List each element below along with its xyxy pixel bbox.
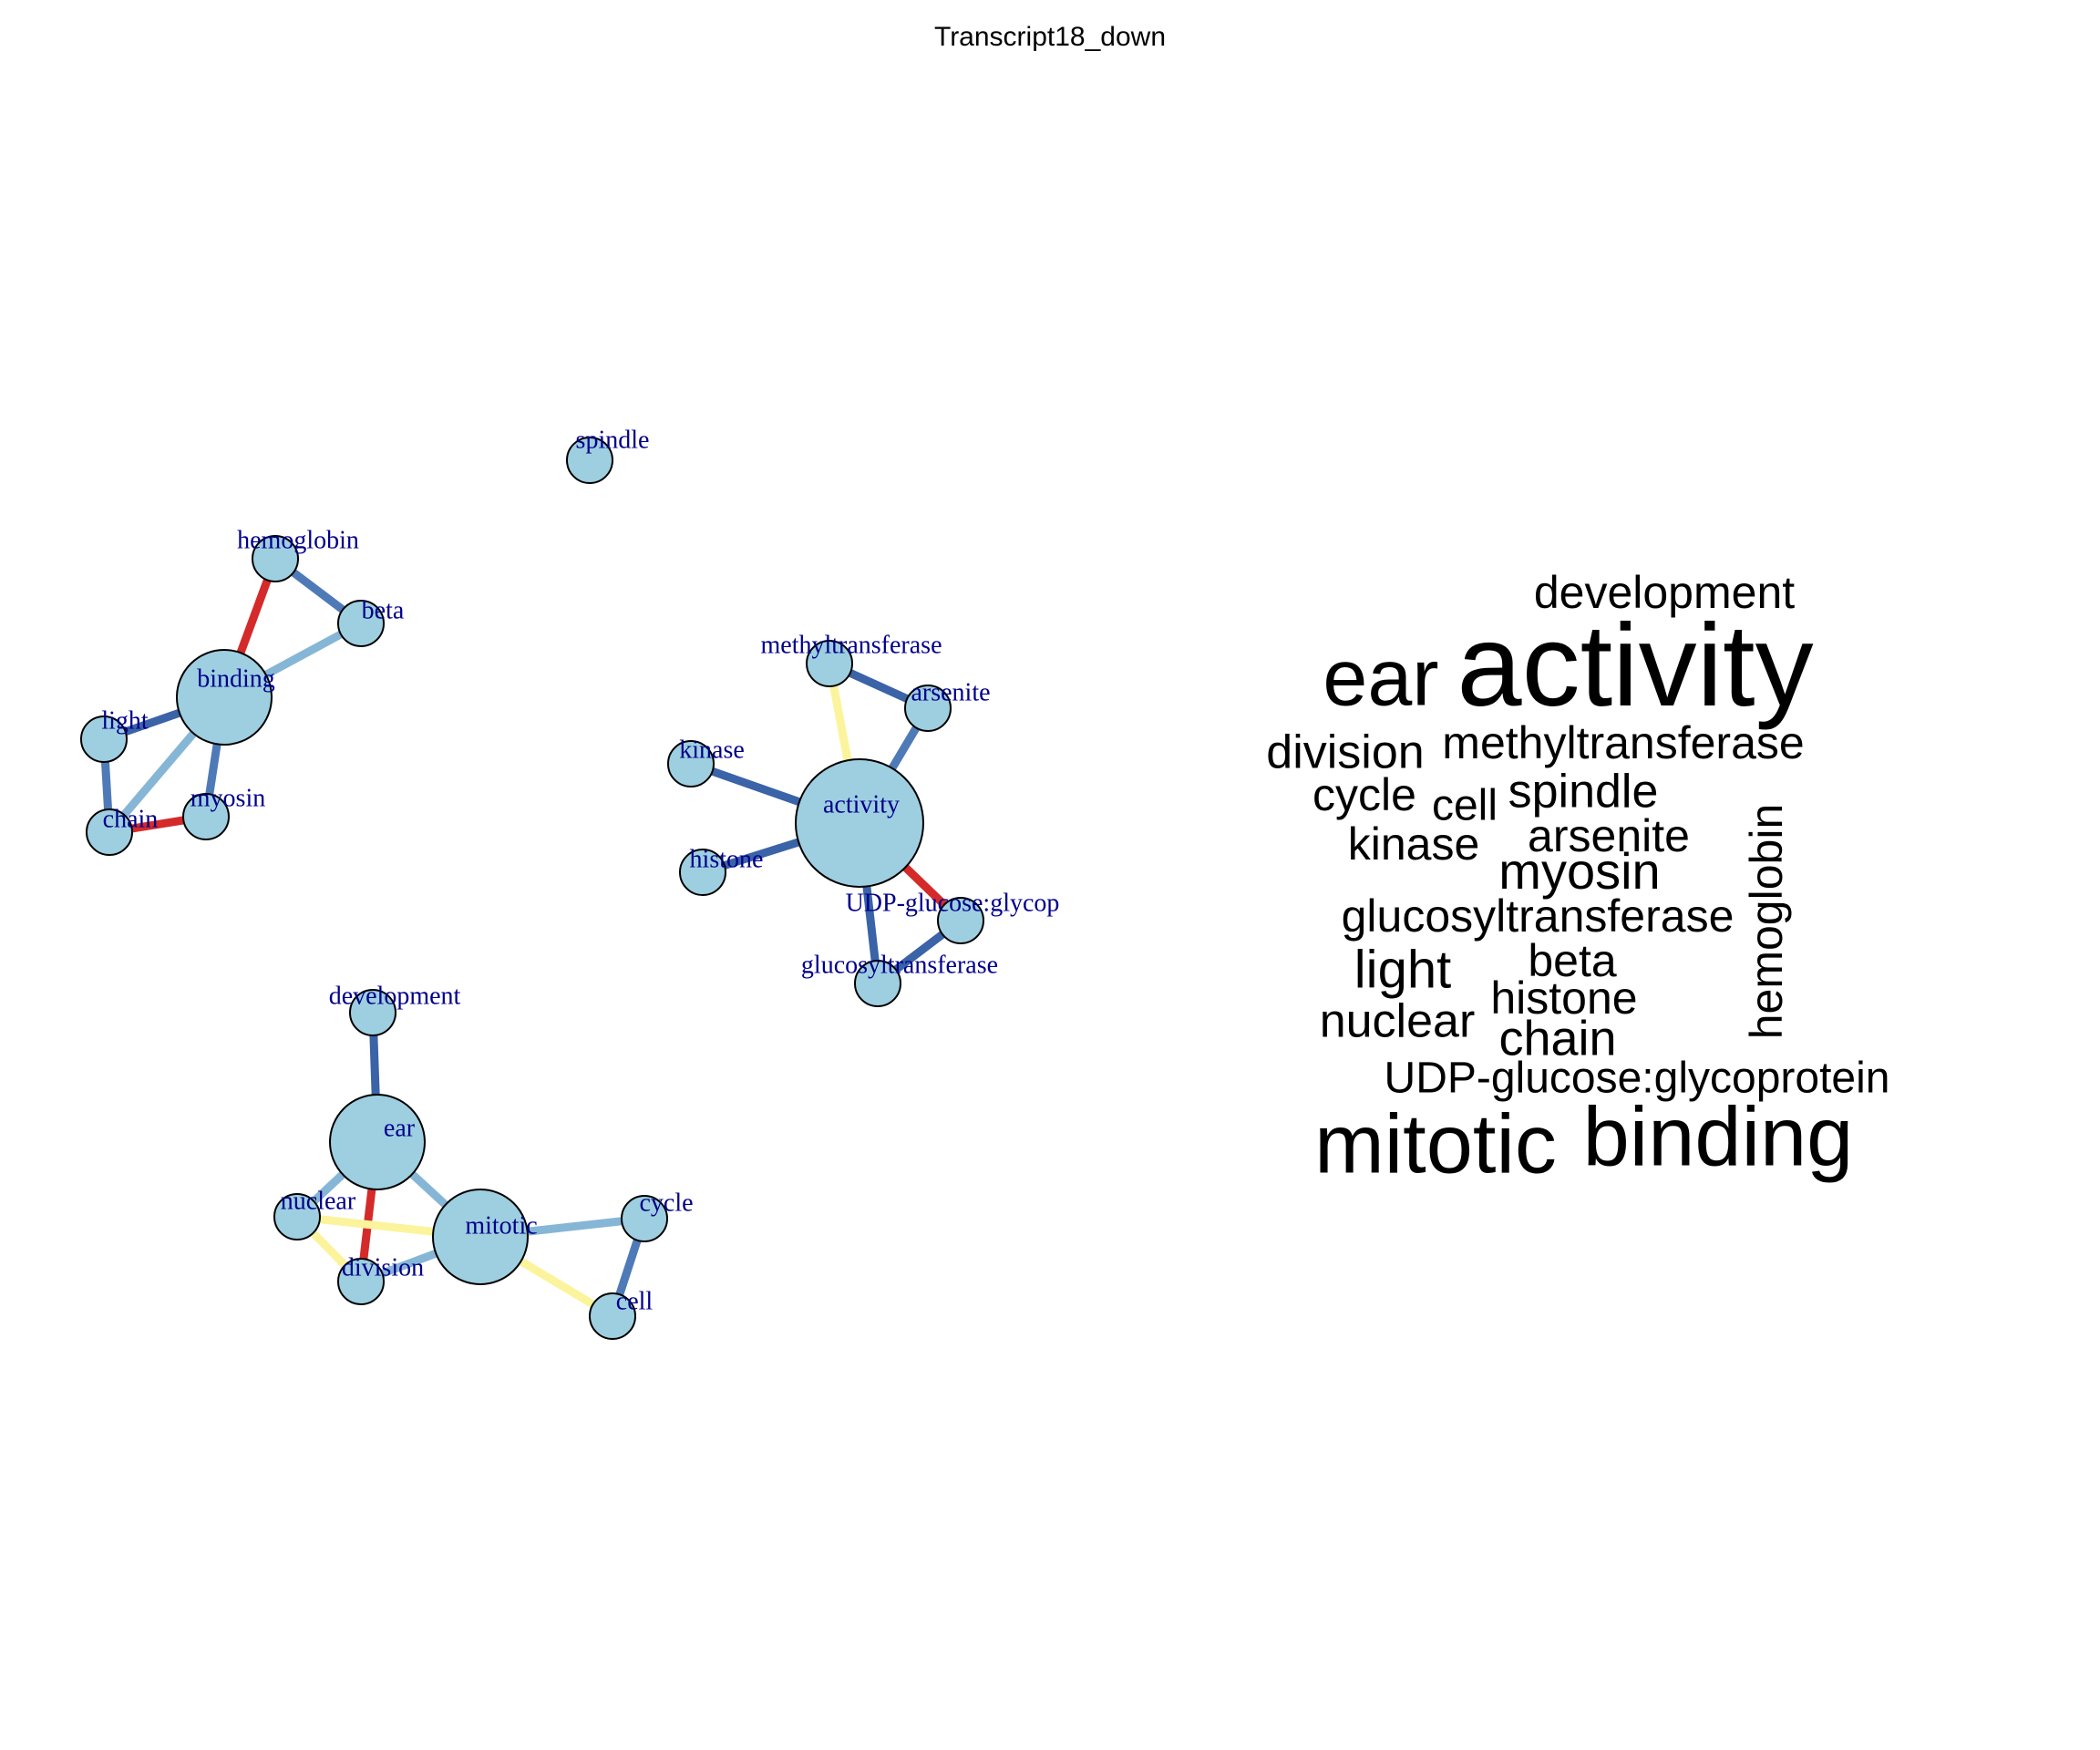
cloud-word-division: division [1266, 726, 1424, 779]
cloud-word-development: development [1534, 567, 1795, 618]
node-glucosyltransferase [854, 960, 901, 1007]
cloud-word-mitotic: mitotic [1314, 1097, 1557, 1190]
cloud-word-nuclear: nuclear [1320, 995, 1476, 1048]
node-label-activity: activity [823, 790, 900, 818]
node-label-hemoglobin: hemoglobin [237, 526, 359, 554]
node-label-spindle: spindle [576, 426, 650, 454]
cloud-word-hemoglobin: hemoglobin [1741, 804, 1792, 1040]
cloud-word-cycle: cycle [1312, 769, 1416, 820]
node-chain [86, 808, 133, 856]
cloud-word-histone: histone [1490, 973, 1637, 1024]
cloud-word-beta: beta [1528, 935, 1617, 986]
node-label-glucosyltransferase: glucosyltransferase [801, 951, 998, 979]
node-cell [589, 1292, 636, 1340]
node-label-udp: UDP-glucose:glycop [846, 889, 1060, 917]
node-methyltransferase [806, 640, 853, 687]
node-label-development: development [329, 982, 461, 1010]
node-mitotic [432, 1189, 529, 1285]
network-nodes [80, 437, 984, 1340]
node-label-chain: chain [103, 805, 159, 833]
cloud-word-ear: ear [1323, 632, 1438, 722]
node-label-light: light [101, 706, 149, 735]
node-label-arsenite: arsenite [911, 678, 990, 706]
cloud-word-spindle: spindle [1508, 766, 1659, 818]
node-kinase [667, 740, 715, 788]
network-labels: spindle hemoglobin beta binding light chain my… [101, 426, 1059, 1315]
node-activity [795, 758, 924, 888]
node-label-binding: binding [197, 664, 275, 693]
node-myosin [182, 793, 230, 840]
node-label-kinase: kinase [679, 736, 745, 764]
node-label-mitotic: mitotic [465, 1211, 537, 1240]
node-division [337, 1258, 385, 1305]
cloud-word-cell: cell [1432, 782, 1498, 830]
node-binding [176, 649, 273, 746]
node-arsenite [904, 685, 952, 732]
cloud-word-methyltransferase: methyltransferase [1442, 717, 1804, 768]
node-label-methyltransferase: methyltransferase [760, 631, 942, 659]
node-development [349, 989, 396, 1036]
node-label-nuclear: nuclear [281, 1187, 356, 1215]
node-label-beta: beta [362, 596, 405, 624]
node-label-division: division [342, 1253, 424, 1282]
node-udp [937, 897, 984, 944]
cloud-word-udp-glucose-glycoprotein: UDP-glucose:glycoprotein [1385, 1055, 1890, 1103]
figure-title: Transcript18_down [934, 22, 1166, 52]
node-spindle [566, 437, 613, 484]
cloud-word-myosin: myosin [1498, 842, 1660, 900]
node-label-histone: histone [690, 845, 764, 873]
node-cycle [621, 1195, 668, 1242]
node-light [80, 715, 128, 763]
node-ear [329, 1094, 426, 1190]
node-label-cell: cell [616, 1287, 654, 1315]
cloud-word-glucosyltransferase: glucosyltransferase [1342, 890, 1735, 942]
node-nuclear [273, 1193, 321, 1240]
cloud-word-chain: chain [1498, 1011, 1616, 1065]
cloud-word-arsenite: arsenite [1528, 810, 1690, 861]
node-hemoglobin [252, 535, 299, 582]
cloud-word-kinase: kinase [1348, 818, 1480, 870]
node-histone [679, 849, 726, 896]
node-label-ear: ear [384, 1114, 416, 1142]
node-label-myosin: myosin [190, 784, 265, 812]
cloud-word-activity: activity [1457, 601, 1813, 731]
cloud-word-light: light [1354, 940, 1451, 999]
node-label-cycle: cycle [639, 1189, 693, 1217]
cloud-word-binding: binding [1583, 1090, 1854, 1183]
node-beta [337, 600, 385, 647]
